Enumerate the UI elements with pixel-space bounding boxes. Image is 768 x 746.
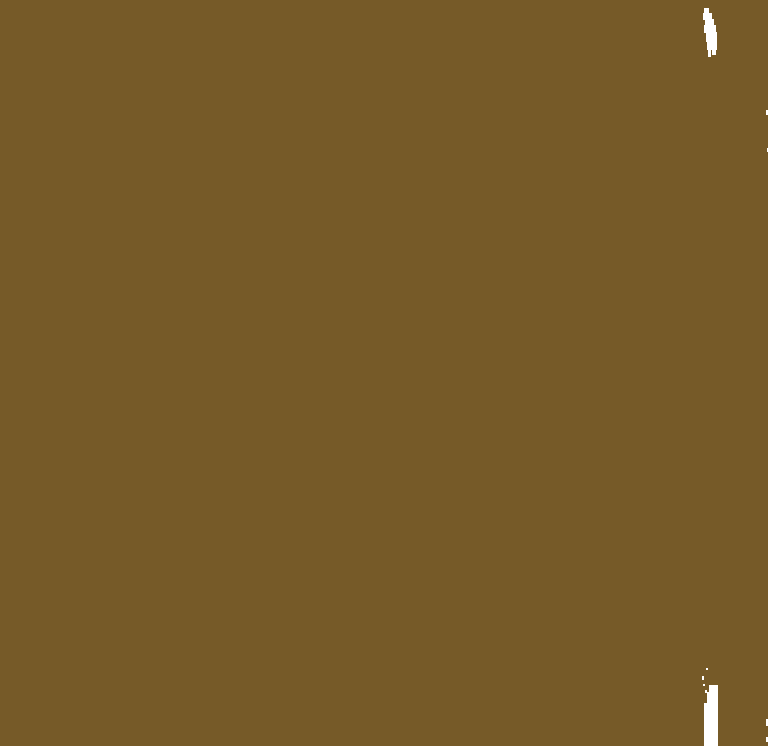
bottom-right-white-streak [702, 668, 718, 746]
top-right-white-blob [703, 8, 717, 57]
